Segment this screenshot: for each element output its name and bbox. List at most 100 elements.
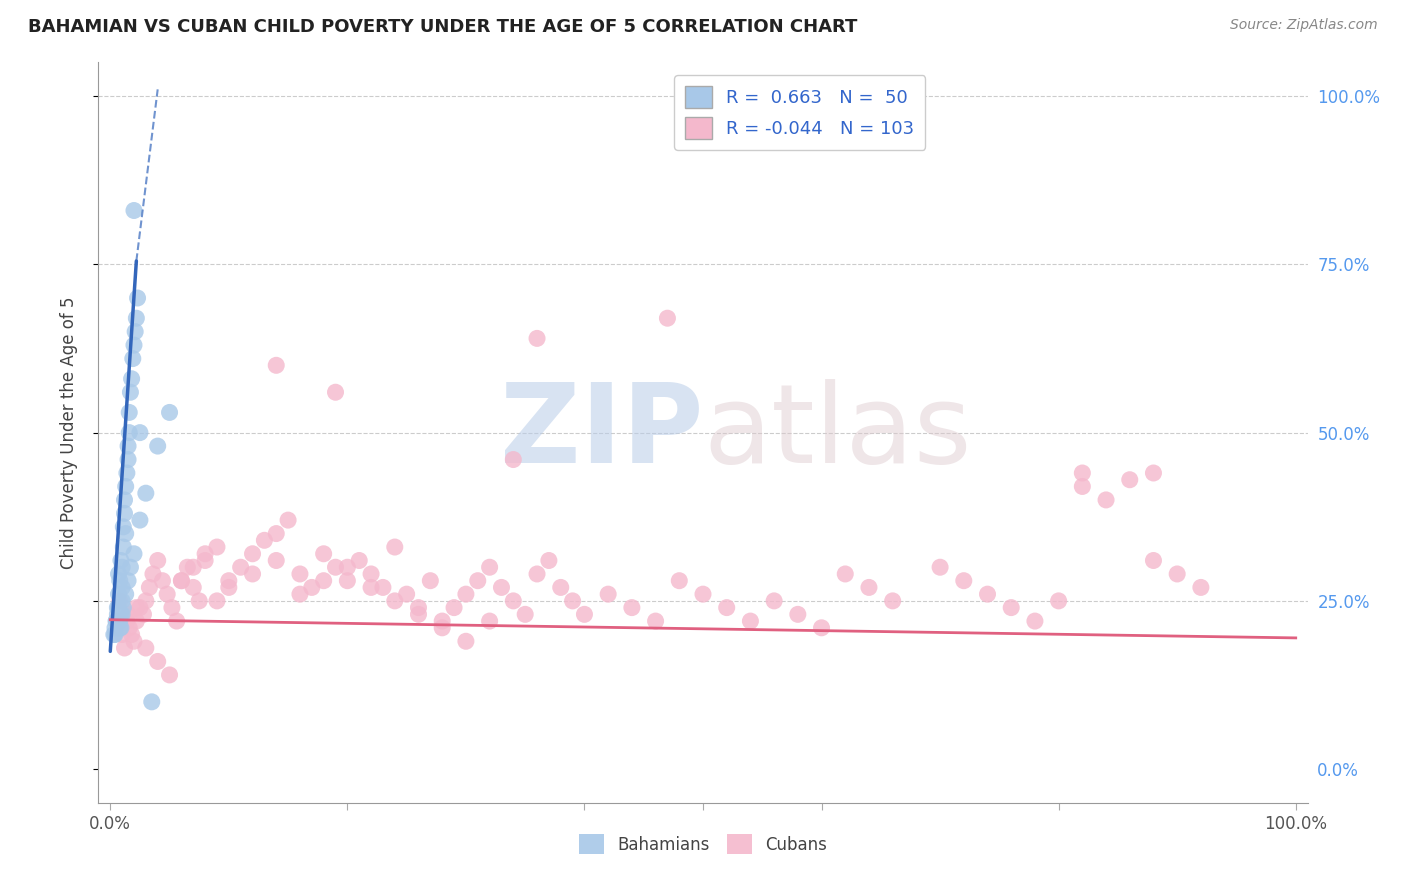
- Point: [598, 587, 620, 601]
- Point: [135, 640, 157, 655]
- Point: [264, 359, 287, 373]
- Point: [620, 600, 643, 615]
- Point: [117, 439, 139, 453]
- Point: [108, 574, 131, 588]
- Point: [502, 594, 524, 608]
- Point: [129, 513, 152, 527]
- Point: [141, 695, 163, 709]
- Point: [146, 655, 169, 669]
- Point: [360, 566, 382, 581]
- Point: [288, 566, 311, 581]
- Point: [561, 594, 583, 608]
- Point: [537, 553, 560, 567]
- Point: [181, 560, 204, 574]
- Point: [118, 405, 141, 419]
- Point: [111, 607, 134, 622]
- Point: [1024, 614, 1046, 628]
- Point: [668, 574, 690, 588]
- Point: [1000, 600, 1022, 615]
- Point: [253, 533, 276, 548]
- Point: [976, 587, 998, 601]
- Point: [395, 587, 418, 601]
- Point: [108, 621, 131, 635]
- Point: [104, 621, 127, 635]
- Y-axis label: Child Poverty Under the Age of 5: Child Poverty Under the Age of 5: [59, 296, 77, 569]
- Point: [929, 560, 952, 574]
- Point: [117, 452, 139, 467]
- Point: [336, 560, 359, 574]
- Point: [127, 291, 149, 305]
- Point: [105, 607, 128, 622]
- Point: [277, 513, 299, 527]
- Point: [264, 526, 287, 541]
- Point: [740, 614, 762, 628]
- Point: [152, 574, 174, 588]
- Point: [114, 492, 136, 507]
- Point: [408, 600, 430, 615]
- Point: [242, 547, 264, 561]
- Point: [117, 574, 139, 588]
- Point: [550, 581, 572, 595]
- Point: [692, 587, 714, 601]
- Point: [432, 614, 454, 628]
- Point: [170, 574, 193, 588]
- Point: [121, 351, 143, 366]
- Point: [515, 607, 537, 622]
- Point: [810, 621, 832, 635]
- Point: [104, 627, 127, 641]
- Point: [146, 439, 169, 453]
- Point: [110, 621, 132, 635]
- Point: [129, 425, 152, 440]
- Point: [882, 594, 904, 608]
- Point: [132, 607, 155, 622]
- Point: [952, 574, 974, 588]
- Point: [205, 594, 228, 608]
- Point: [181, 581, 204, 595]
- Point: [115, 466, 138, 480]
- Point: [218, 574, 240, 588]
- Point: [159, 405, 181, 419]
- Point: [112, 540, 135, 554]
- Point: [1142, 466, 1164, 480]
- Text: Source: ZipAtlas.com: Source: ZipAtlas.com: [1230, 18, 1378, 32]
- Point: [264, 553, 287, 567]
- Point: [125, 311, 148, 326]
- Point: [384, 594, 406, 608]
- Point: [111, 627, 134, 641]
- Point: [166, 614, 188, 628]
- Point: [159, 668, 181, 682]
- Point: [114, 507, 136, 521]
- Point: [360, 581, 382, 595]
- Point: [129, 600, 152, 615]
- Point: [112, 520, 135, 534]
- Text: BAHAMIAN VS CUBAN CHILD POVERTY UNDER THE AGE OF 5 CORRELATION CHART: BAHAMIAN VS CUBAN CHILD POVERTY UNDER TH…: [28, 18, 858, 36]
- Point: [194, 547, 217, 561]
- Point: [454, 587, 477, 601]
- Point: [114, 479, 136, 493]
- Point: [121, 372, 143, 386]
- Point: [218, 581, 240, 595]
- Point: [122, 547, 145, 561]
- Point: [347, 553, 370, 567]
- Point: [1071, 466, 1094, 480]
- Point: [229, 560, 252, 574]
- Point: [105, 614, 128, 628]
- Point: [114, 640, 136, 655]
- Point: [120, 385, 142, 400]
- Point: [312, 547, 335, 561]
- Point: [526, 566, 548, 581]
- Point: [135, 486, 157, 500]
- Point: [156, 587, 179, 601]
- Point: [312, 574, 335, 588]
- Point: [111, 581, 134, 595]
- Point: [288, 587, 311, 601]
- Point: [114, 526, 136, 541]
- Point: [371, 581, 394, 595]
- Point: [763, 594, 786, 608]
- Point: [107, 600, 129, 615]
- Point: [103, 627, 125, 641]
- Point: [121, 627, 143, 641]
- Point: [419, 574, 441, 588]
- Point: [108, 614, 131, 628]
- Point: [432, 621, 454, 635]
